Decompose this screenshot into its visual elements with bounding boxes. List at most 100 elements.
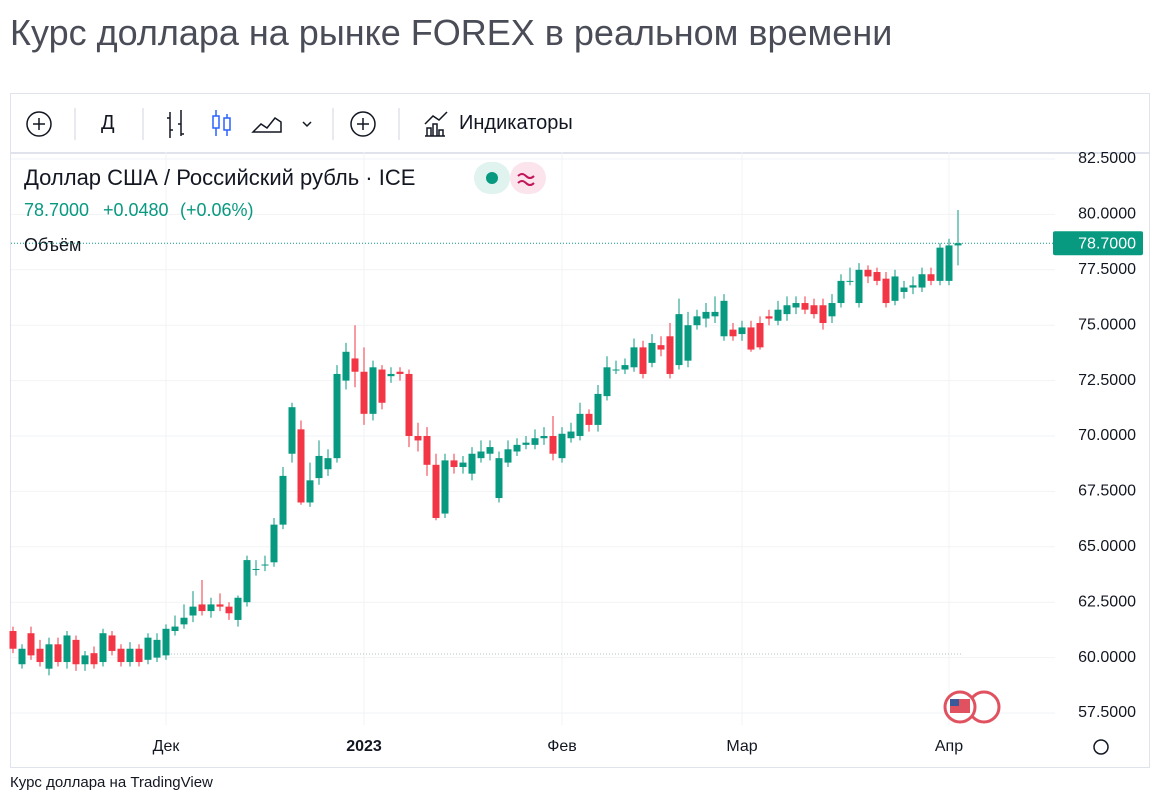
candle-body (756, 322, 764, 348)
candle-body (297, 429, 305, 503)
area-icon[interactable] (251, 116, 282, 133)
candle-body (630, 347, 638, 368)
candle-body (909, 285, 917, 288)
candle-body (351, 358, 359, 372)
candle-body (234, 597, 242, 620)
candle-body (801, 303, 809, 310)
candle-body (594, 393, 602, 425)
candle-body (711, 311, 719, 317)
candle-body (576, 413, 584, 436)
candle-body (333, 373, 341, 459)
candle-body (162, 628, 170, 656)
symbol-name: Доллар США / Российский рубль · ICE (24, 165, 415, 190)
candle-body (747, 327, 755, 350)
candle-body (891, 276, 899, 301)
candle-body (153, 639, 161, 658)
candle-body (378, 369, 386, 403)
candle-body (531, 438, 539, 445)
x-tick-label: Фев (547, 738, 577, 755)
candle-body (612, 369, 620, 371)
candle-body (846, 280, 854, 282)
y-tick-label: 67.5000 (1078, 483, 1136, 500)
page-title: Курс доллара на рынке FOREX в реальном в… (10, 12, 893, 53)
indicators[interactable]: Индикаторы (459, 112, 573, 134)
bars-icon[interactable] (167, 110, 184, 138)
candle-body (252, 568, 260, 570)
compare[interactable] (350, 111, 376, 137)
candle-body (792, 303, 800, 308)
y-tick-label: 82.5000 (1078, 150, 1136, 167)
grid (11, 152, 1055, 725)
candle-body (513, 444, 521, 452)
toolbar: Д Индикаторы (11, 94, 1149, 154)
candle-body (918, 274, 926, 288)
candle-body (171, 626, 179, 632)
candle-body (504, 449, 512, 463)
candle-body (549, 436, 557, 454)
candle-body (99, 633, 107, 663)
candle-body (144, 637, 152, 660)
candle-body (666, 336, 674, 374)
candle-body (432, 464, 440, 518)
candle-body (882, 278, 890, 304)
candle-body (306, 480, 314, 503)
candle-body (126, 648, 134, 663)
status-dot (486, 172, 498, 184)
widget: Д Индикаторы (10, 93, 1150, 768)
indicators-icon[interactable] (424, 111, 448, 137)
candle-body (108, 635, 116, 651)
candle-body (684, 325, 692, 361)
candle-body (45, 644, 53, 669)
candle-body (729, 329, 737, 337)
change: +0.0480 (103, 200, 169, 220)
candle-body (540, 436, 548, 439)
candle-body (621, 365, 629, 370)
candle-body (585, 413, 593, 425)
candle-body (828, 303, 836, 317)
candle-body (90, 653, 98, 665)
y-tick-label: 65.0000 (1078, 538, 1136, 555)
candle-body (225, 606, 233, 614)
candle-body (360, 371, 368, 414)
delay-icon (517, 173, 535, 186)
candle-body (387, 373, 395, 377)
settings[interactable] (1093, 739, 1109, 755)
candle-body (864, 269, 872, 277)
candle-body (450, 460, 458, 468)
candle-body (675, 314, 683, 366)
candle-body (324, 458, 332, 470)
candle-body (819, 305, 827, 323)
candle-body (522, 442, 530, 445)
candle-body (315, 455, 323, 479)
candle-body (405, 373, 413, 436)
candle-body (414, 436, 422, 441)
candle-body (945, 245, 953, 281)
events[interactable] (943, 690, 1001, 724)
y-tick-label: 75.0000 (1078, 316, 1136, 333)
candle-body (900, 287, 908, 292)
candle-body (855, 269, 863, 304)
candle-body (837, 280, 845, 304)
candle-body (873, 272, 881, 281)
candle-body (423, 436, 431, 465)
candle-body (270, 524, 278, 563)
footer: Курс доллара на TradingView (10, 774, 213, 791)
candle-body (72, 639, 80, 665)
x-tick-label: 2023 (346, 738, 382, 755)
candle-body (279, 475, 287, 525)
candle-body (648, 342, 656, 363)
y-tick-label: 80.0000 (1078, 206, 1136, 223)
volume-label: Объём (24, 235, 81, 255)
last-price-tag (1053, 231, 1143, 256)
candle-body (189, 606, 197, 616)
interval[interactable]: Д (101, 112, 115, 134)
candle-body (261, 564, 269, 566)
candle-body (18, 648, 26, 665)
add-symbol[interactable] (26, 111, 52, 137)
y-tick-label: 57.5000 (1078, 704, 1136, 721)
y-tick-label: 60.0000 (1078, 649, 1136, 666)
candle-body (198, 604, 206, 612)
candle-body (765, 316, 773, 319)
candle-body (720, 300, 728, 337)
